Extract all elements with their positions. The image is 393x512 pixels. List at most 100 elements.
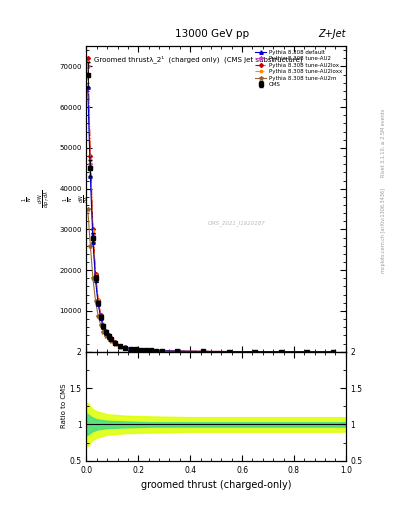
Pythia 8.308 default	[159, 348, 164, 354]
Pythia 8.308 tune-AU2loxx	[201, 348, 206, 354]
Line: Pythia 8.308 default: Pythia 8.308 default	[86, 85, 334, 353]
Pythia 8.308 tune-AU2m	[149, 348, 154, 354]
Pythia 8.308 tune-AU2loxx	[128, 346, 133, 352]
Pythia 8.308 tune-AU2loxx	[90, 228, 95, 234]
Pythia 8.308 default	[128, 346, 133, 352]
Pythia 8.308 tune-AU2	[133, 346, 138, 352]
Pythia 8.308 default	[101, 324, 106, 330]
Pythia 8.308 tune-AU2lox	[90, 226, 95, 232]
Pythia 8.308 tune-AU2loxx	[149, 347, 154, 353]
Pythia 8.308 tune-AU2m	[113, 341, 118, 347]
Pythia 8.308 tune-AU2lox	[159, 348, 164, 354]
X-axis label: groomed thrust (charged-only): groomed thrust (charged-only)	[141, 480, 291, 490]
Pythia 8.308 tune-AU2m	[227, 349, 231, 355]
Pythia 8.308 default	[118, 343, 123, 349]
Pythia 8.308 tune-AU2m	[144, 347, 149, 353]
Pythia 8.308 tune-AU2loxx	[175, 348, 180, 354]
Pythia 8.308 tune-AU2loxx	[93, 272, 98, 278]
Pythia 8.308 tune-AU2lox	[139, 347, 143, 353]
Pythia 8.308 tune-AU2loxx	[331, 349, 335, 355]
Pythia 8.308 tune-AU2m	[331, 349, 335, 355]
Pythia 8.308 tune-AU2	[109, 336, 114, 342]
Pythia 8.308 tune-AU2	[144, 347, 149, 353]
Pythia 8.308 default	[113, 340, 118, 346]
Y-axis label: $\frac{1}{N}$
$\frac{d^2N}{d\,p_T\,d\,\lambda}$

$\frac{1}{N}$
$\frac{dN}{d\,\la: $\frac{1}{N}$ $\frac{d^2N}{d\,p_T\,d\,\l…	[20, 189, 92, 208]
Pythia 8.308 tune-AU2m	[305, 349, 309, 355]
Pythia 8.308 tune-AU2	[98, 313, 103, 319]
Pythia 8.308 tune-AU2m	[201, 348, 206, 354]
Pythia 8.308 tune-AU2	[139, 347, 143, 353]
Pythia 8.308 tune-AU2	[85, 63, 90, 70]
Pythia 8.308 default	[104, 329, 108, 335]
Pythia 8.308 tune-AU2m	[128, 346, 133, 352]
Pythia 8.308 tune-AU2	[90, 230, 95, 237]
Pythia 8.308 tune-AU2lox	[149, 347, 154, 353]
Pythia 8.308 tune-AU2m	[90, 275, 95, 282]
Pythia 8.308 tune-AU2lox	[88, 153, 93, 159]
Pythia 8.308 tune-AU2m	[139, 347, 143, 353]
Pythia 8.308 tune-AU2m	[175, 348, 180, 354]
Pythia 8.308 tune-AU2loxx	[101, 322, 106, 328]
Pythia 8.308 default	[98, 315, 103, 321]
Pythia 8.308 tune-AU2lox	[175, 348, 180, 354]
Pythia 8.308 default	[149, 348, 154, 354]
Pythia 8.308 tune-AU2m	[133, 347, 138, 353]
Pythia 8.308 tune-AU2	[96, 298, 101, 304]
Pythia 8.308 tune-AU2lox	[109, 335, 114, 342]
Text: Rivet 3.1.10, ≥ 2.5M events: Rivet 3.1.10, ≥ 2.5M events	[381, 109, 386, 178]
Pythia 8.308 default	[144, 347, 149, 353]
Pythia 8.308 tune-AU2	[159, 348, 164, 354]
Pythia 8.308 tune-AU2m	[118, 344, 123, 350]
Pythia 8.308 tune-AU2	[227, 349, 231, 355]
Pythia 8.308 tune-AU2loxx	[159, 348, 164, 354]
Pythia 8.308 tune-AU2loxx	[227, 349, 231, 355]
Pythia 8.308 default	[154, 348, 159, 354]
Pythia 8.308 tune-AU2loxx	[104, 328, 108, 334]
Text: mcplots.cern.ch [arXiv:1306.3436]: mcplots.cern.ch [arXiv:1306.3436]	[381, 188, 386, 273]
Pythia 8.308 default	[85, 84, 90, 90]
Pythia 8.308 tune-AU2lox	[133, 346, 138, 352]
Pythia 8.308 default	[123, 345, 128, 351]
Pythia 8.308 tune-AU2lox	[227, 349, 231, 355]
Pythia 8.308 tune-AU2lox	[101, 322, 106, 328]
Pythia 8.308 tune-AU2loxx	[106, 332, 111, 338]
Pythia 8.308 tune-AU2	[175, 348, 180, 354]
Pythia 8.308 tune-AU2	[101, 323, 106, 329]
Pythia 8.308 default	[133, 346, 138, 352]
Pythia 8.308 tune-AU2m	[93, 297, 98, 304]
Pythia 8.308 default	[175, 348, 180, 354]
Pythia 8.308 tune-AU2	[154, 348, 159, 354]
Pythia 8.308 default	[253, 349, 257, 355]
Pythia 8.308 tune-AU2loxx	[96, 297, 101, 304]
Pythia 8.308 tune-AU2m	[109, 338, 114, 344]
Pythia 8.308 tune-AU2lox	[305, 349, 309, 355]
Pythia 8.308 tune-AU2lox	[106, 332, 111, 338]
Pythia 8.308 tune-AU2lox	[98, 312, 103, 318]
Pythia 8.308 tune-AU2m	[106, 336, 111, 342]
Pythia 8.308 tune-AU2lox	[96, 297, 101, 303]
Pythia 8.308 default	[305, 349, 309, 355]
Text: Z+Jet: Z+Jet	[318, 29, 346, 39]
Pythia 8.308 tune-AU2loxx	[113, 339, 118, 346]
Text: Groomed thrustλ_2¹  (charged only)  (CMS jet substructure): Groomed thrustλ_2¹ (charged only) (CMS j…	[94, 55, 303, 63]
Pythia 8.308 tune-AU2m	[101, 329, 106, 335]
Pythia 8.308 tune-AU2	[118, 343, 123, 349]
Pythia 8.308 tune-AU2m	[104, 333, 108, 339]
Pythia 8.308 tune-AU2m	[96, 313, 101, 319]
Pythia 8.308 default	[90, 239, 95, 245]
Pythia 8.308 tune-AU2loxx	[279, 349, 283, 355]
Pythia 8.308 tune-AU2	[279, 349, 283, 355]
Pythia 8.308 tune-AU2loxx	[154, 348, 159, 354]
Pythia 8.308 tune-AU2m	[85, 206, 90, 212]
Pythia 8.308 tune-AU2m	[98, 322, 103, 328]
Pythia 8.308 tune-AU2loxx	[98, 313, 103, 319]
Pythia 8.308 tune-AU2lox	[118, 343, 123, 349]
Pythia 8.308 tune-AU2lox	[144, 347, 149, 353]
Pythia 8.308 tune-AU2loxx	[85, 59, 90, 66]
Line: Pythia 8.308 tune-AU2lox: Pythia 8.308 tune-AU2lox	[86, 57, 334, 353]
Pythia 8.308 tune-AU2	[128, 346, 133, 352]
Pythia 8.308 tune-AU2lox	[113, 339, 118, 346]
Pythia 8.308 tune-AU2lox	[253, 349, 257, 355]
Line: Pythia 8.308 tune-AU2: Pythia 8.308 tune-AU2	[86, 65, 335, 354]
Pythia 8.308 tune-AU2m	[88, 243, 93, 249]
